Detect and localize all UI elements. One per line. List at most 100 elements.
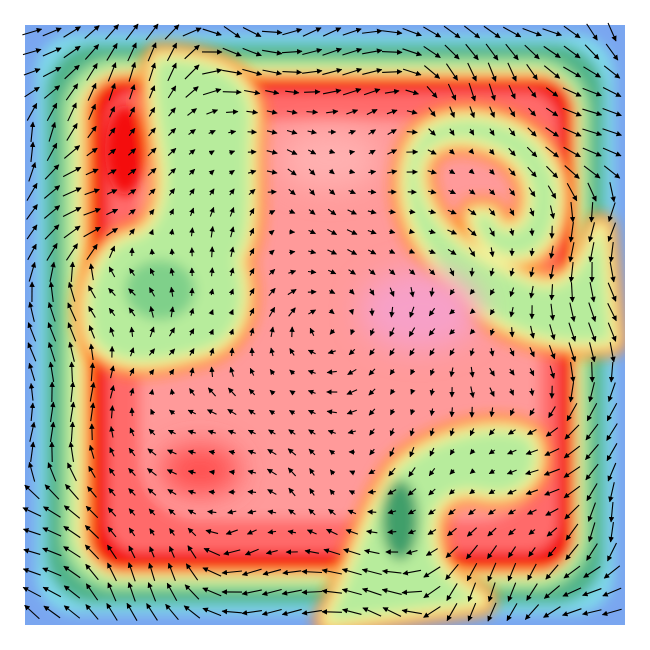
arrow	[329, 328, 336, 335]
arrow	[348, 129, 356, 136]
arrow	[328, 269, 337, 275]
arrow	[189, 207, 195, 217]
arrow	[169, 409, 176, 416]
arrow	[368, 408, 376, 416]
arrow	[543, 468, 560, 476]
arrow	[408, 228, 415, 235]
arrow	[249, 268, 255, 276]
arrow	[607, 202, 616, 223]
arrow	[242, 47, 262, 57]
arrow	[126, 602, 138, 621]
arrow	[369, 448, 375, 456]
arrow	[149, 546, 155, 558]
arrow	[363, 88, 381, 96]
arrow	[225, 529, 238, 535]
arrow	[467, 582, 477, 602]
arrow	[467, 62, 477, 82]
arrow	[489, 407, 495, 418]
arrow	[288, 509, 296, 515]
arrow	[244, 89, 261, 96]
arrow	[63, 225, 81, 239]
arrow	[509, 287, 515, 297]
arrow	[184, 584, 200, 600]
arrow	[148, 62, 156, 82]
arrow	[449, 328, 456, 335]
arrow	[407, 488, 417, 496]
arrow	[241, 609, 262, 616]
arrow	[507, 546, 517, 558]
arrow	[568, 222, 575, 243]
arrow	[347, 209, 357, 215]
arrow	[189, 388, 195, 396]
arrow	[588, 322, 597, 342]
arrow	[108, 287, 116, 297]
arrow	[268, 229, 275, 236]
arrow	[69, 421, 76, 443]
arrow	[247, 129, 257, 135]
arrow	[405, 89, 419, 96]
arrow	[268, 429, 276, 435]
arrow	[89, 362, 96, 382]
arrow	[346, 109, 359, 115]
arrow	[148, 85, 156, 99]
arrow	[347, 509, 357, 515]
arrow	[449, 468, 456, 475]
arrow	[209, 226, 215, 238]
arrow	[369, 348, 375, 356]
arrow	[266, 468, 277, 476]
arrow	[607, 282, 617, 302]
arrow	[189, 328, 195, 336]
arrow	[202, 88, 222, 96]
arrow	[129, 267, 135, 276]
arrow	[588, 201, 595, 223]
arrow	[586, 402, 598, 422]
arrow	[423, 585, 441, 599]
arrow	[367, 249, 377, 255]
arrow	[261, 588, 282, 596]
arrow	[209, 267, 215, 277]
arrow	[582, 147, 602, 157]
arrow	[388, 269, 396, 275]
arrow	[202, 587, 222, 597]
arrow	[563, 45, 581, 59]
arrow	[128, 148, 137, 156]
arrow	[368, 129, 376, 135]
arrow	[242, 27, 262, 37]
arrow	[429, 428, 435, 437]
arrow	[148, 188, 156, 196]
arrow	[582, 588, 602, 597]
arrow	[329, 148, 336, 154]
arrow	[429, 408, 435, 417]
arrow	[228, 328, 234, 336]
arrow	[368, 149, 376, 156]
arrow	[387, 129, 397, 135]
arrow	[167, 489, 177, 495]
arrow	[289, 249, 296, 256]
arrow	[286, 149, 298, 155]
arrow	[246, 529, 257, 535]
arrow	[287, 168, 297, 176]
arrow	[487, 602, 497, 622]
arrow	[608, 501, 615, 523]
arrow	[148, 107, 156, 117]
arrow	[382, 568, 402, 575]
arrow	[602, 128, 622, 137]
arrow	[508, 228, 515, 236]
arrow	[109, 365, 115, 379]
arrow	[187, 469, 196, 475]
arrow	[522, 27, 542, 37]
arrow	[445, 563, 459, 581]
arrow	[390, 408, 396, 416]
arrow	[62, 207, 82, 217]
arrow	[543, 585, 560, 599]
arrow	[488, 468, 496, 475]
arrow	[228, 288, 234, 296]
arrow	[301, 568, 323, 575]
arrow	[545, 146, 559, 158]
arrow	[563, 25, 581, 39]
arrow	[167, 562, 176, 581]
arrow	[63, 525, 81, 539]
arrow	[49, 421, 56, 442]
arrow	[388, 467, 396, 477]
arrow	[26, 182, 38, 201]
